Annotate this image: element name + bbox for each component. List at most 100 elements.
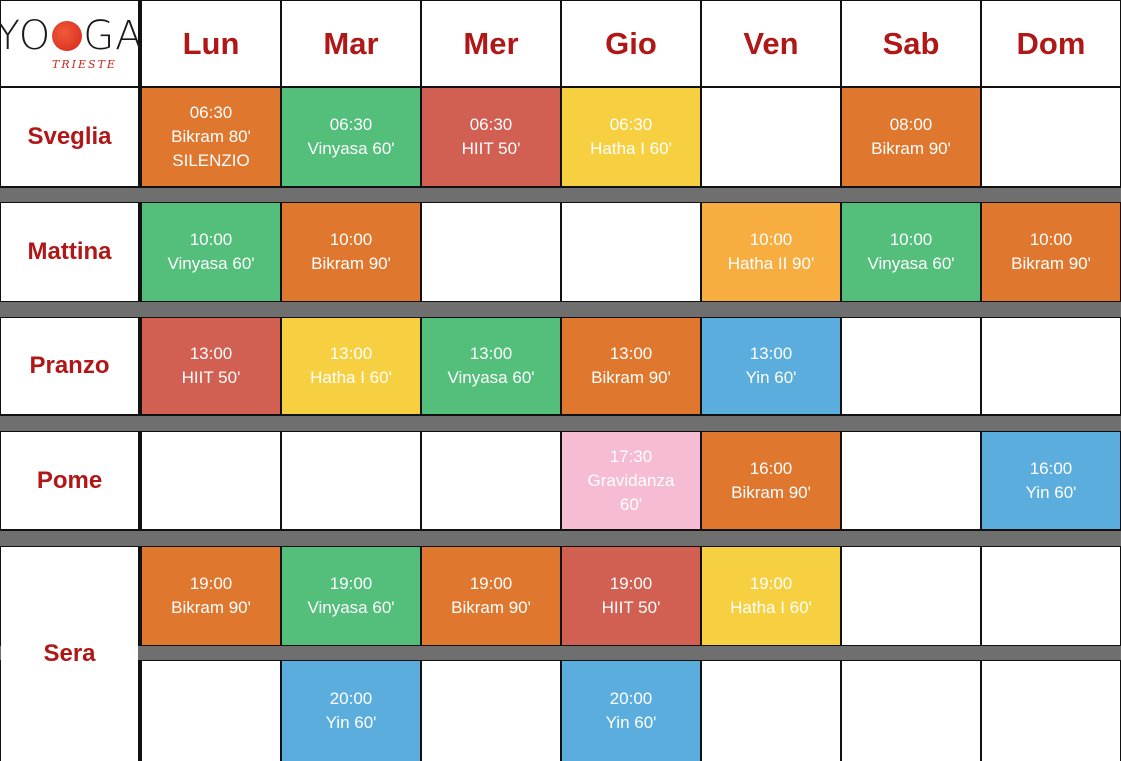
- empty-slot: [842, 432, 980, 529]
- class-time: 19:00: [749, 574, 793, 593]
- time-slot-label: Sveglia: [1, 88, 138, 186]
- class-slot[interactable]: 20:00 Yin 60': [282, 661, 420, 761]
- row-separator: [0, 188, 1121, 202]
- class-name: 60': [619, 494, 643, 514]
- class-time: 19:00: [469, 574, 513, 593]
- class-name: SILENZIO: [172, 151, 250, 170]
- empty-slot: [702, 661, 840, 761]
- empty-slot: [702, 88, 840, 186]
- class-name: Yin 60': [325, 713, 377, 732]
- class-slot[interactable]: 06:30 Vinyasa 60': [282, 88, 420, 186]
- class-slot[interactable]: 20:00 Yin 60': [562, 661, 700, 761]
- day-header: Ven: [702, 1, 840, 86]
- row-separator: [0, 646, 1121, 660]
- empty-slot: [422, 203, 560, 301]
- class-name: Gravidanza: [587, 470, 675, 490]
- class-slot[interactable]: 17:30 Gravidanza 60': [562, 432, 700, 529]
- logo-wordmark: YO GA: [0, 16, 144, 56]
- logo: YO GA TRIESTE: [0, 1, 143, 86]
- class-name: HIIT 50': [461, 139, 521, 158]
- class-name: HIIT 50': [181, 368, 241, 387]
- time-slot-label: Sera: [1, 547, 138, 761]
- class-slot[interactable]: 08:00 Bikram 90': [842, 88, 980, 186]
- class-name: Hatha I 60': [730, 598, 812, 617]
- class-slot[interactable]: 19:00 Bikram 90': [422, 547, 560, 645]
- class-slot[interactable]: 19:00 Bikram 90': [142, 547, 280, 645]
- class-time: 13:00: [469, 344, 513, 363]
- empty-slot: [422, 432, 560, 529]
- class-name: Vinyasa 60': [307, 598, 395, 617]
- class-time: 10:00: [749, 230, 793, 249]
- class-time: 06:30: [609, 115, 653, 134]
- class-name: Vinyasa 60': [167, 254, 255, 273]
- day-header: Dom: [982, 1, 1120, 86]
- empty-slot: [142, 661, 280, 761]
- empty-slot: [982, 318, 1120, 414]
- class-slot[interactable]: 10:00 Bikram 90': [282, 203, 420, 301]
- row-separator: [0, 302, 1121, 317]
- class-time: 10:00: [189, 230, 233, 249]
- class-name: Yin 60': [1025, 482, 1077, 502]
- logo-text: GA: [83, 13, 144, 59]
- empty-slot: [562, 203, 700, 301]
- class-slot[interactable]: 16:00 Bikram 90': [702, 432, 840, 529]
- class-slot[interactable]: 19:00 HIIT 50': [562, 547, 700, 645]
- empty-slot: [282, 432, 420, 529]
- class-time: 06:30: [329, 115, 373, 134]
- class-time: 13:00: [749, 344, 793, 363]
- empty-slot: [842, 318, 980, 414]
- row-separator: [0, 416, 1121, 431]
- class-slot[interactable]: 10:00 Hatha II 90': [702, 203, 840, 301]
- class-slot[interactable]: 19:00 Vinyasa 60': [282, 547, 420, 645]
- class-slot[interactable]: 13:00 Hatha I 60': [282, 318, 420, 414]
- class-time: 06:30: [469, 115, 513, 134]
- logo-text: YO: [0, 13, 52, 59]
- class-slot[interactable]: 10:00 Bikram 90': [982, 203, 1120, 301]
- class-time: 19:00: [329, 574, 373, 593]
- time-slot-label: Pranzo: [1, 318, 138, 414]
- empty-slot: [982, 88, 1120, 186]
- day-header: Gio: [562, 1, 700, 86]
- class-name: Vinyasa 60': [867, 254, 955, 273]
- empty-slot: [842, 661, 980, 761]
- class-slot[interactable]: 06:30 Bikram 80' SILENZIO: [142, 88, 280, 186]
- class-slot[interactable]: 13:00 Yin 60': [702, 318, 840, 414]
- class-name: Hatha I 60': [590, 139, 672, 158]
- class-name: Yin 60': [745, 368, 797, 387]
- class-time: 16:00: [1029, 458, 1073, 478]
- class-name: Bikram 90': [731, 482, 811, 502]
- class-time: 19:00: [189, 574, 233, 593]
- class-name: Bikram 80': [171, 127, 251, 146]
- empty-slot: [982, 661, 1120, 761]
- class-slot[interactable]: 13:00 Vinyasa 60': [422, 318, 560, 414]
- class-slot[interactable]: 10:00 Vinyasa 60': [142, 203, 280, 301]
- class-time: 20:00: [329, 689, 373, 708]
- class-time: 13:00: [329, 344, 373, 363]
- class-time: 16:00: [749, 458, 793, 478]
- class-name: HIIT 50': [601, 598, 661, 617]
- class-name: Bikram 90': [591, 368, 671, 387]
- class-time: 19:00: [609, 574, 653, 593]
- class-time: 13:00: [189, 344, 233, 363]
- class-slot[interactable]: 16:00 Yin 60': [982, 432, 1120, 529]
- class-slot[interactable]: 19:00 Hatha I 60': [702, 547, 840, 645]
- class-name: Bikram 90': [1011, 254, 1091, 273]
- class-name: Yin 60': [605, 713, 657, 732]
- class-name: Hatha I 60': [310, 368, 392, 387]
- class-time: 10:00: [889, 230, 933, 249]
- class-slot[interactable]: 06:30 HIIT 50': [422, 88, 560, 186]
- empty-slot: [142, 432, 280, 529]
- day-header: Mar: [282, 1, 420, 86]
- class-slot[interactable]: 13:00 HIIT 50': [142, 318, 280, 414]
- class-name: Bikram 90': [451, 598, 531, 617]
- class-name: Bikram 90': [311, 254, 391, 273]
- class-time: 08:00: [889, 115, 933, 134]
- class-slot[interactable]: 10:00 Vinyasa 60': [842, 203, 980, 301]
- sun-icon: [52, 21, 83, 51]
- day-header: Sab: [842, 1, 980, 86]
- class-time: 10:00: [329, 230, 373, 249]
- class-slot[interactable]: 13:00 Bikram 90': [562, 318, 700, 414]
- logo-subtitle: TRIESTE: [52, 58, 117, 71]
- class-slot[interactable]: 06:30 Hatha I 60': [562, 88, 700, 186]
